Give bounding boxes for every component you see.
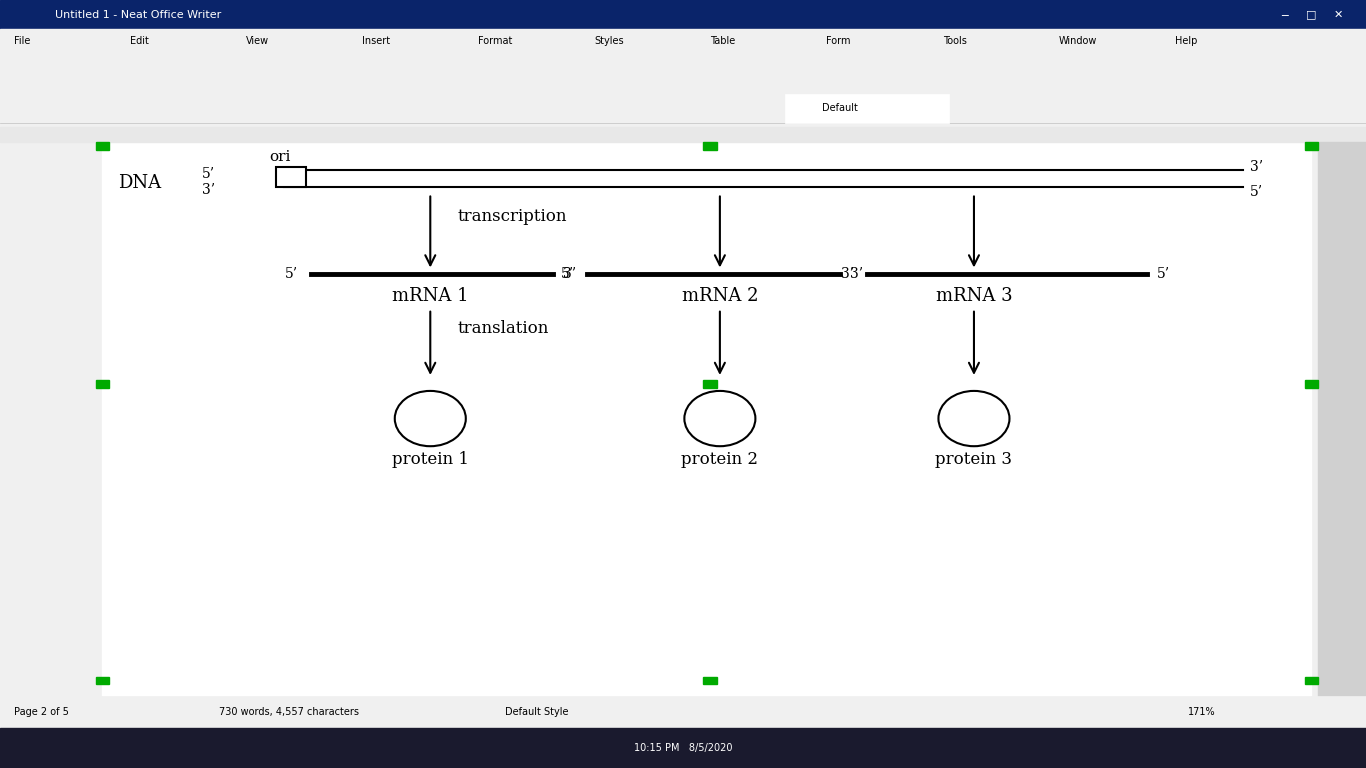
Bar (1305, 142, 1318, 150)
Text: 730 words, 4,557 characters: 730 words, 4,557 characters (219, 707, 358, 717)
Bar (102, 142, 1311, 696)
Text: 5’: 5’ (1250, 185, 1264, 199)
Text: 171%: 171% (1188, 707, 1216, 717)
Text: 5’: 5’ (202, 167, 216, 181)
Text: Format: Format (478, 36, 512, 47)
Bar (785, 94, 949, 123)
Text: 3’: 3’ (563, 267, 576, 281)
Bar (0, 696, 1366, 728)
Text: 5’: 5’ (560, 267, 574, 281)
Text: View: View (246, 36, 269, 47)
Text: Default: Default (822, 102, 858, 113)
Text: mRNA 1: mRNA 1 (392, 286, 469, 305)
Bar (0, 127, 1366, 142)
Bar (1305, 380, 1318, 388)
Text: 3’: 3’ (840, 267, 854, 281)
Text: ✕: ✕ (1335, 9, 1343, 20)
Text: Tools: Tools (943, 36, 966, 47)
Bar (0, 29, 1366, 54)
Text: translation: translation (458, 320, 549, 337)
Text: DNA: DNA (117, 174, 161, 192)
Text: mRNA 3: mRNA 3 (936, 286, 1012, 305)
Text: File: File (14, 36, 30, 47)
Text: mRNA 2: mRNA 2 (682, 286, 758, 305)
Bar (0, 54, 1366, 127)
Text: Styles: Styles (594, 36, 624, 47)
Text: Gene 2: Gene 2 (684, 127, 755, 146)
Text: Help: Help (1175, 36, 1197, 47)
Bar (1305, 677, 1318, 684)
Bar (276, 167, 306, 187)
Bar (96, 380, 109, 388)
Bar (96, 677, 109, 684)
Bar (703, 142, 717, 150)
Text: Gene 3: Gene 3 (938, 127, 1009, 146)
Text: Page 2 of 5: Page 2 of 5 (14, 707, 68, 717)
Text: 10:15 PM   8/5/2020: 10:15 PM 8/5/2020 (634, 743, 732, 753)
Ellipse shape (938, 391, 1009, 446)
Text: Default Style: Default Style (505, 707, 568, 717)
Text: Untitled 1 - Neat Office Writer: Untitled 1 - Neat Office Writer (55, 9, 221, 20)
Text: Edit: Edit (130, 36, 149, 47)
Text: Window: Window (1059, 36, 1097, 47)
Text: Form: Form (826, 36, 851, 47)
Text: 3’: 3’ (202, 184, 216, 197)
Text: Insert: Insert (362, 36, 391, 47)
Text: ─: ─ (1281, 9, 1287, 20)
Text: 3’: 3’ (850, 267, 863, 281)
Text: ori: ori (269, 151, 291, 164)
Text: Table: Table (710, 36, 735, 47)
Text: protein 2: protein 2 (682, 451, 758, 468)
Bar (0, 728, 1366, 768)
Text: 5’: 5’ (284, 267, 298, 281)
Ellipse shape (684, 391, 755, 446)
Text: 5’: 5’ (1157, 267, 1171, 281)
Bar (96, 142, 109, 150)
Bar (0, 0, 1366, 29)
Bar (1318, 142, 1366, 696)
Bar (703, 380, 717, 388)
Text: transcription: transcription (458, 208, 567, 225)
Text: protein 1: protein 1 (392, 451, 469, 468)
Text: 3’: 3’ (1250, 161, 1264, 174)
Ellipse shape (395, 391, 466, 446)
Text: protein 3: protein 3 (936, 451, 1012, 468)
Text: □: □ (1306, 9, 1317, 20)
Text: Gene 1: Gene 1 (422, 127, 493, 146)
Bar (703, 677, 717, 684)
